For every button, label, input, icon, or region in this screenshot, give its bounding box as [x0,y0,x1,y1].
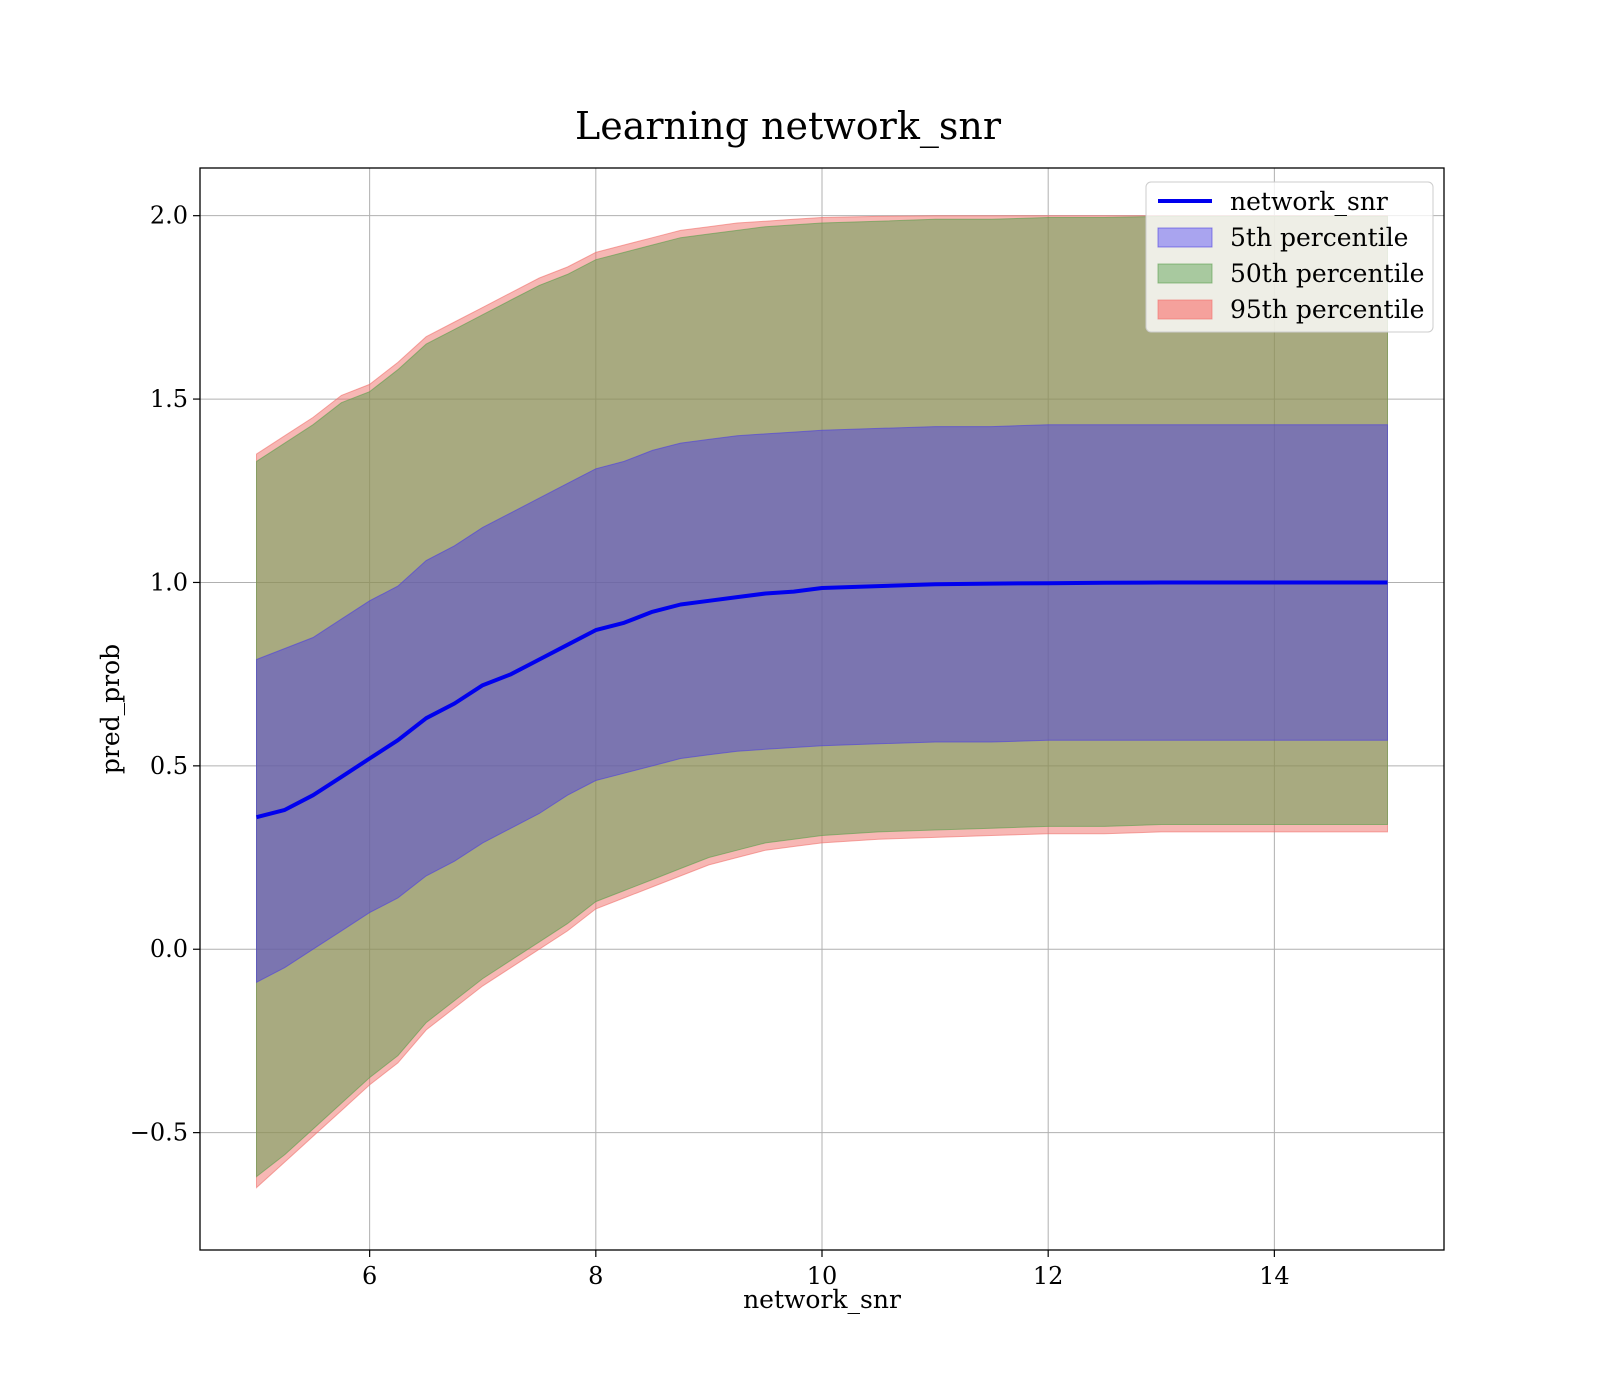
y-tick-label: 0.0 [150,935,188,963]
x-tick-label: 8 [588,1262,603,1290]
legend-label-network-snr: network_snr [1230,187,1388,216]
y-tick-label: −0.5 [130,1119,188,1147]
legend-swatch-50th-percentile [1157,263,1213,284]
y-tick-label: 2.0 [150,202,188,230]
y-axis-ticks: −0.5 0.0 0.5 1.0 1.5 2.0 [130,202,200,1147]
x-tick-label: 6 [362,1262,377,1290]
series-lines [256,580,1388,820]
x-axis-ticks: 6 8 10 12 14 [362,1250,1290,1290]
plot-area [199,167,1445,1251]
y-tick-label: 1.0 [150,568,188,596]
legend-label-95th-percentile: 95th percentile [1230,295,1424,324]
legend: network_snr 5th percentile 50th percenti… [1145,181,1434,333]
x-axis-label: network_snr [743,1285,901,1314]
legend-swatch-95th-percentile [1157,299,1213,320]
legend-label-50th-percentile: 50th percentile [1230,259,1424,288]
band-5th-percentile [256,424,1388,984]
y-axis-label: pred_prob [96,644,125,774]
legend-label-5th-percentile: 5th percentile [1230,223,1408,252]
x-tick-label: 10 [807,1262,838,1290]
percentile-bands [256,215,1388,1189]
y-tick-label: 1.5 [150,385,188,413]
y-tick-label: 0.5 [150,752,188,780]
x-tick-label: 14 [1259,1262,1290,1290]
x-tick-label: 12 [1033,1262,1064,1290]
legend-swatch-5th-percentile [1157,227,1213,248]
legend-box [1145,181,1434,333]
chart-title: Learning network_snr [575,104,1002,149]
